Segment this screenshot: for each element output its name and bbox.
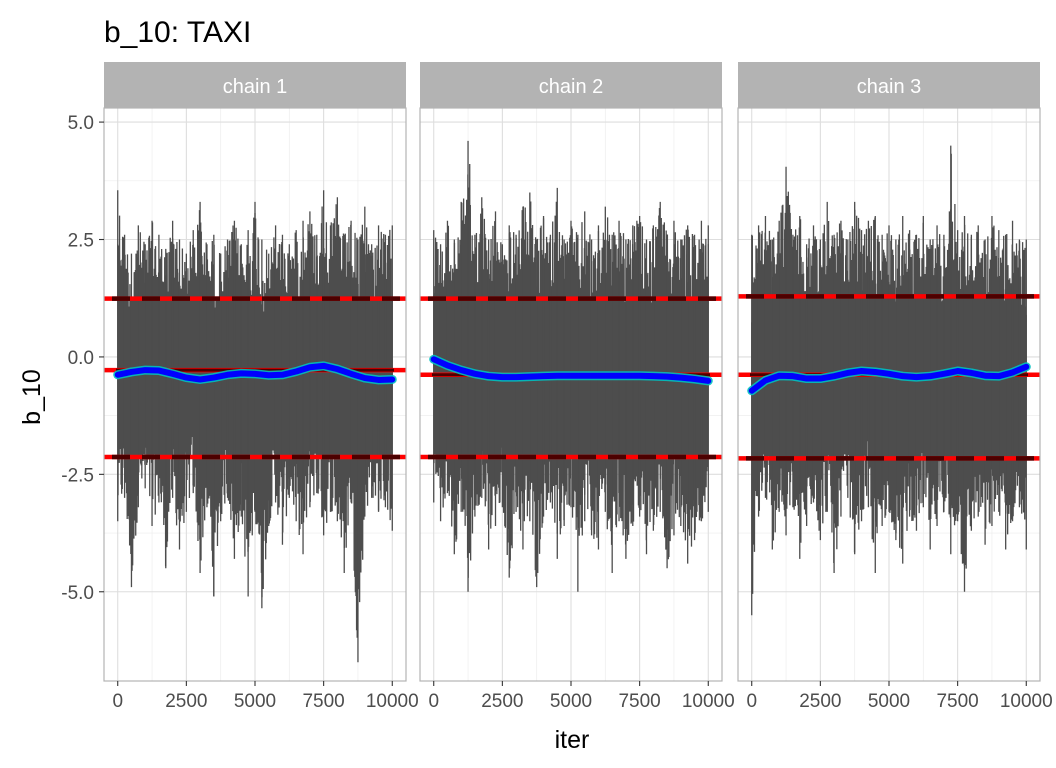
- x-tick-label: 5000: [234, 691, 276, 712]
- x-tick-label: 0: [428, 691, 439, 712]
- x-tick-label: 7500: [936, 691, 978, 712]
- x-tick-label: 7500: [618, 691, 660, 712]
- x-axis-ticks: 0 2500 5000 7500 10000: [746, 681, 1053, 712]
- x-tick-label: 5000: [550, 691, 592, 712]
- strip-background: [420, 62, 722, 108]
- smooth-line: [748, 363, 1030, 394]
- x-tick-label: 0: [112, 691, 123, 712]
- x-tick-label: 5000: [868, 691, 910, 712]
- strip-background: [738, 62, 1040, 108]
- x-tick-label: 2500: [481, 691, 523, 712]
- x-tick-label: 10000: [682, 691, 735, 712]
- smooth-line: [114, 362, 396, 383]
- x-axis-title: iter: [555, 726, 590, 754]
- facet-panel-1: chain 1 0 2500 5000 7500 10000: [103, 62, 419, 712]
- x-tick-label: 7500: [302, 691, 344, 712]
- strip-label: chain 2: [539, 76, 604, 98]
- y-tick-label: 0.0: [68, 348, 94, 369]
- x-tick-label: 2500: [165, 691, 207, 712]
- y-tick-label: -2.5: [61, 465, 94, 486]
- strip-label: chain 1: [223, 76, 288, 98]
- x-tick-label: 10000: [366, 691, 419, 712]
- strip-background: [104, 62, 406, 108]
- x-tick-label: 10000: [1000, 691, 1053, 712]
- x-axis-ticks: 0 2500 5000 7500 10000: [112, 681, 419, 712]
- facet-panel-2: chain 2 0 2500 5000 7500 10000: [419, 62, 735, 712]
- x-tick-label: 2500: [799, 691, 841, 712]
- y-axis: 5.0 2.5 0.0 -2.5 -5.0: [61, 113, 104, 604]
- x-axis-ticks: 0 2500 5000 7500 10000: [428, 681, 735, 712]
- smooth-line: [430, 356, 712, 384]
- y-tick-label: -5.0: [61, 583, 94, 604]
- strip-label: chain 3: [857, 76, 922, 98]
- y-tick-label: 2.5: [68, 231, 94, 252]
- x-tick-label: 0: [746, 691, 757, 712]
- y-axis-title: b_10: [18, 369, 46, 425]
- y-tick-label: 5.0: [68, 113, 94, 134]
- facet-panel-3: chain 3 0 2500 5000 7500 10000: [737, 62, 1053, 712]
- facet-panels: chain 1 0 2500 5000 7500 10000 chain 2 0 2500 500…: [103, 62, 1053, 712]
- chart-title: b_10: TAXI: [104, 16, 251, 49]
